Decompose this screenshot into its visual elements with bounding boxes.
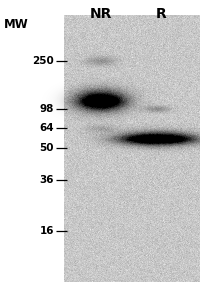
Text: 250: 250 [32, 56, 54, 66]
Text: R: R [155, 7, 165, 21]
Text: MW: MW [4, 18, 29, 31]
Text: 36: 36 [39, 175, 54, 186]
Text: 98: 98 [39, 103, 54, 114]
Text: NR: NR [89, 7, 111, 21]
Text: 50: 50 [39, 143, 54, 153]
Text: 16: 16 [39, 226, 54, 236]
Text: 64: 64 [39, 123, 54, 133]
